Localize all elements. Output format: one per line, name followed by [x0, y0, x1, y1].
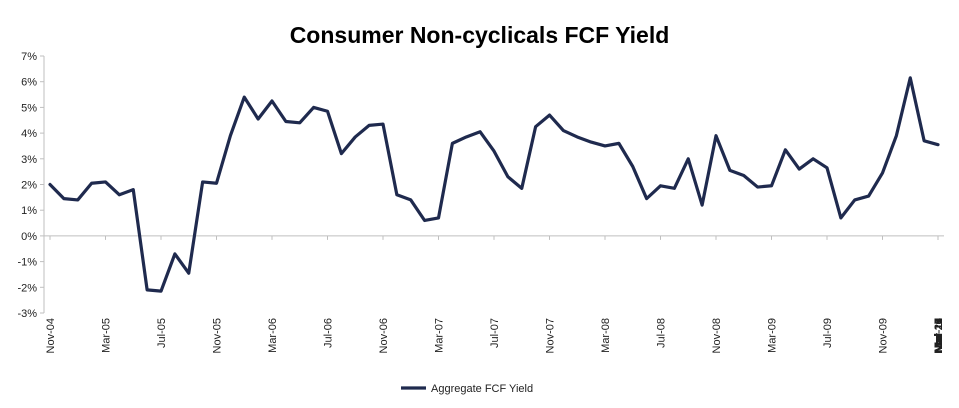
- x-tick-label: Nov-14: [933, 318, 945, 353]
- series-layer: [48, 76, 940, 293]
- x-tick-label: Nov-20: [933, 318, 945, 353]
- x-tick-label: Nov-16: [933, 318, 945, 353]
- x-tick-label: Mar-17: [933, 318, 945, 353]
- x-tick-label: Jul-10: [933, 318, 945, 348]
- x-tick-label: Jul-09: [822, 318, 834, 348]
- x-tick-label: Nov-11: [933, 318, 945, 353]
- x-tick-label: Jul-12: [933, 318, 945, 348]
- x-tick-label: Mar-14: [933, 318, 945, 353]
- x-tick-label: Nov-13: [933, 318, 945, 353]
- x-tick-label: Mar-20: [933, 318, 945, 353]
- x-tick-label: Nov-04: [45, 318, 57, 353]
- x-tick-label: Mar-18: [933, 318, 945, 353]
- x-tick-label: Mar-19: [933, 318, 945, 353]
- x-tick-label: Jul-17: [933, 318, 945, 348]
- y-tick-label: 2%: [21, 180, 37, 192]
- x-tick-label: Nov-06: [378, 318, 390, 353]
- y-tick-label: 3%: [21, 154, 37, 166]
- y-tick-label: -2%: [17, 282, 37, 294]
- x-tick-label: Mar-06: [267, 318, 279, 353]
- x-tick-label: Nov-15: [933, 318, 945, 353]
- x-tick-label: Jul-13: [933, 318, 945, 348]
- x-tick-label: Jul-20: [933, 318, 945, 348]
- x-tick-label: Nov-07: [545, 318, 557, 353]
- x-tick-label: Jul-08: [656, 318, 668, 348]
- x-tick-label: Jul-16: [933, 318, 945, 348]
- x-tick-label: Jul-14: [933, 318, 945, 348]
- x-tick-label: Jul-19: [933, 318, 945, 348]
- y-axis: -3% -2% -1% 0% 1% 2% 3% 4% 5% 6% 7%: [17, 51, 45, 320]
- x-axis: Nov-04 Mar-05 Jul-05 Nov-05 Mar-06 Jul-06 Nov-…: [44, 235, 945, 353]
- y-tick-label: 7%: [21, 51, 37, 63]
- series-line-aggregate-fcf-yield: [48, 76, 940, 293]
- x-tick-label: Nov-05: [212, 318, 224, 353]
- x-tick-label: Mar-15: [933, 318, 945, 353]
- x-tick-label: Nov-17: [933, 318, 945, 353]
- y-tick-label: -3%: [17, 308, 37, 320]
- legend: Aggregate FCF Yield: [401, 383, 533, 395]
- x-tick-label: Jul-06: [323, 318, 335, 348]
- x-tick-label: Nov-09: [878, 318, 890, 353]
- x-tick-label: Mar-05: [101, 318, 113, 353]
- x-tick-label: Nov-08: [711, 318, 723, 353]
- x-tick-label: Nov-12: [933, 318, 945, 353]
- x-tick-label: Mar-09: [767, 318, 779, 353]
- y-tick-label: -1%: [17, 257, 37, 269]
- y-tick-label: 4%: [21, 128, 37, 140]
- x-tick-label: Jul-11: [933, 318, 945, 347]
- x-tick-label: Jul-15: [933, 318, 945, 348]
- x-tick-label: Nov-19: [933, 318, 945, 353]
- x-tick-label: Mar-08: [600, 318, 612, 353]
- x-tick-label: Mar-12: [933, 318, 945, 353]
- y-tick-label: 5%: [21, 102, 37, 114]
- x-tick-label: Mar-13: [933, 318, 945, 353]
- x-tick-label: Jul-05: [156, 318, 168, 348]
- x-tick-label: Nov-18: [933, 318, 945, 353]
- x-tick-label: Jul-07: [489, 318, 501, 348]
- x-tick-label: Nov-10: [933, 318, 945, 353]
- y-tick-label: 0%: [21, 231, 37, 243]
- x-tick-label: Mar-10: [933, 318, 945, 353]
- y-tick-label: 6%: [21, 77, 37, 89]
- y-tick-label: 1%: [21, 205, 37, 217]
- x-tick-label: Mar-16: [933, 318, 945, 353]
- legend-label: Aggregate FCF Yield: [431, 383, 533, 395]
- chart-title: Consumer Non-cyclicals FCF Yield: [289, 22, 670, 48]
- x-tick-label: Mar-07: [434, 318, 446, 353]
- x-tick-label: Jul-18: [933, 318, 945, 348]
- x-tick-label: Mar-11: [933, 318, 945, 352]
